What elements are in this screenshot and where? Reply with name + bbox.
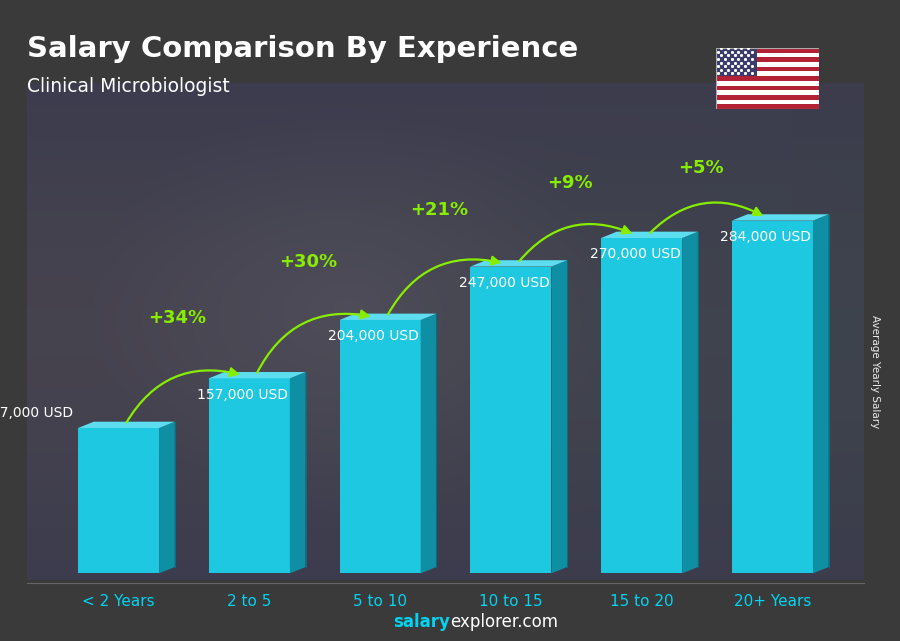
Bar — [716, 58, 819, 62]
Bar — [716, 85, 819, 90]
Bar — [716, 53, 819, 58]
Bar — [716, 48, 819, 53]
FancyArrowPatch shape — [650, 203, 761, 233]
Polygon shape — [813, 214, 829, 573]
Polygon shape — [209, 372, 306, 378]
Text: +21%: +21% — [410, 201, 468, 219]
Bar — [471, 267, 552, 573]
Polygon shape — [471, 260, 567, 267]
Text: explorer.com: explorer.com — [450, 613, 558, 631]
Bar — [716, 95, 819, 99]
Polygon shape — [339, 313, 436, 320]
Bar — [716, 62, 819, 67]
Text: +9%: +9% — [547, 174, 592, 192]
FancyArrowPatch shape — [388, 257, 500, 314]
Text: 247,000 USD: 247,000 USD — [459, 276, 550, 290]
Polygon shape — [601, 231, 698, 238]
Polygon shape — [732, 214, 829, 221]
Text: 270,000 USD: 270,000 USD — [590, 247, 680, 261]
Bar — [716, 67, 819, 72]
Bar — [716, 99, 819, 104]
Bar — [716, 90, 819, 95]
Polygon shape — [290, 372, 306, 573]
Text: 117,000 USD: 117,000 USD — [0, 406, 73, 420]
Polygon shape — [159, 422, 175, 573]
Bar — [732, 221, 813, 573]
Text: Salary Comparison By Experience: Salary Comparison By Experience — [27, 35, 578, 63]
Text: +30%: +30% — [279, 253, 338, 271]
Polygon shape — [78, 422, 175, 428]
Bar — [716, 44, 757, 76]
Text: salary: salary — [393, 613, 450, 631]
FancyArrowPatch shape — [257, 311, 368, 372]
Bar — [716, 104, 819, 109]
Bar — [716, 76, 819, 81]
Bar — [78, 428, 159, 573]
Bar — [601, 238, 682, 573]
Polygon shape — [552, 260, 567, 573]
Bar — [339, 320, 420, 573]
FancyArrowPatch shape — [127, 369, 238, 422]
Bar — [716, 72, 819, 76]
FancyArrowPatch shape — [519, 224, 630, 262]
Bar — [716, 81, 819, 85]
Text: 157,000 USD: 157,000 USD — [197, 388, 288, 401]
Text: 204,000 USD: 204,000 USD — [328, 329, 419, 343]
Text: Clinical Microbiologist: Clinical Microbiologist — [27, 77, 230, 96]
Bar — [209, 378, 290, 573]
Polygon shape — [420, 313, 436, 573]
Polygon shape — [682, 231, 698, 573]
Text: +34%: +34% — [148, 309, 206, 327]
Text: +5%: +5% — [678, 158, 724, 176]
Text: 284,000 USD: 284,000 USD — [720, 229, 812, 244]
Text: Average Yearly Salary: Average Yearly Salary — [869, 315, 880, 428]
